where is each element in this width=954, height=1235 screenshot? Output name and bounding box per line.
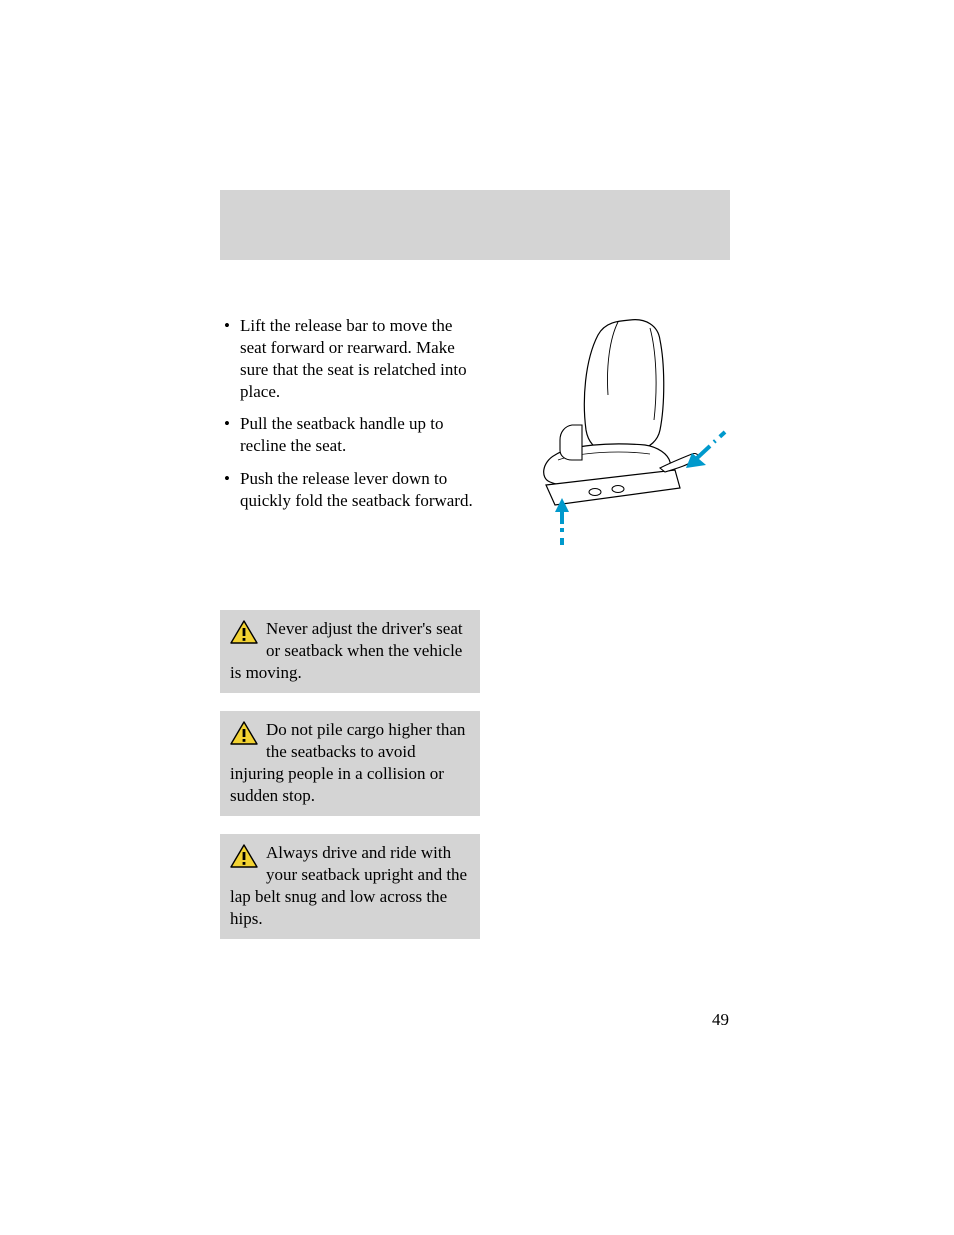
warning-text: Always drive and ride with your seatback… <box>230 843 467 927</box>
bullet-item: Push the release lever down to quickly f… <box>220 468 480 512</box>
warning-text: Do not pile cargo higher than the seatba… <box>230 720 465 804</box>
warnings-column: Never adjust the driver's seat or seatba… <box>220 610 480 957</box>
bullet-item: Lift the release bar to move the seat fo… <box>220 315 480 403</box>
bullet-list: Lift the release bar to move the seat fo… <box>220 315 480 512</box>
header-bar <box>220 190 730 260</box>
warning-text: Never adjust the driver's seat or seatba… <box>230 619 463 682</box>
page-number: 49 <box>712 1010 729 1030</box>
warning-icon <box>230 721 258 745</box>
bullet-item: Pull the seatback handle up to recline t… <box>220 413 480 457</box>
warning-box: Do not pile cargo higher than the seatba… <box>220 711 480 816</box>
warning-icon <box>230 620 258 644</box>
warning-box: Never adjust the driver's seat or seatba… <box>220 610 480 693</box>
seat-illustration <box>510 310 730 550</box>
warning-icon <box>230 844 258 868</box>
warning-box: Always drive and ride with your seatback… <box>220 834 480 939</box>
